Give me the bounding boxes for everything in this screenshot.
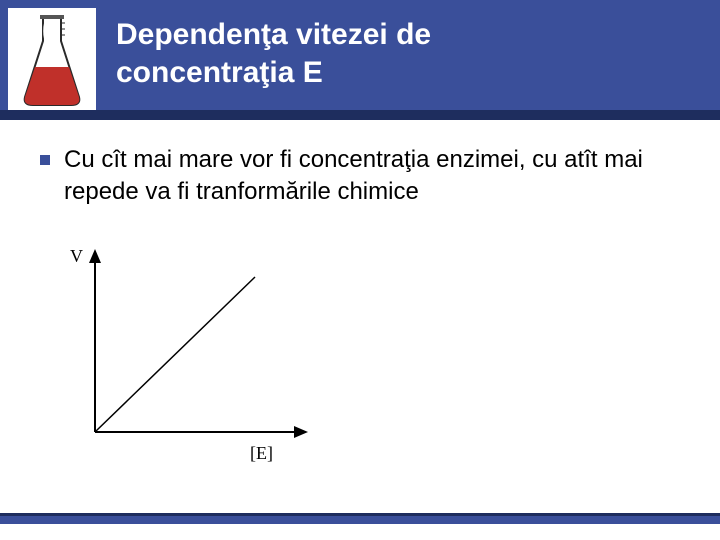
title-line-2: concentraţia E <box>116 56 323 89</box>
y-axis-label: V <box>70 246 83 266</box>
footer-bar <box>0 516 720 524</box>
flask-image <box>8 8 96 112</box>
bullet-marker-icon <box>40 155 50 165</box>
title-line-1: Dependenţa vitezei de <box>116 18 431 51</box>
slide-header: Dependenţa vitezei de concentraţia E <box>0 0 720 120</box>
slide-body: Cu cît mai mare vor fi concentraţia enzi… <box>0 120 720 472</box>
x-axis-label: [E] <box>250 443 273 463</box>
slide: Dependenţa vitezei de concentraţia E Cu … <box>0 0 720 540</box>
header-divider <box>0 110 720 120</box>
bullet-text: Cu cît mai mare vor fi concentraţia enzi… <box>64 144 680 209</box>
velocity-vs-enzyme-chart: V [E] <box>40 237 680 472</box>
bullet-item: Cu cît mai mare vor fi concentraţia enzi… <box>40 144 680 209</box>
slide-title: Dependenţa vitezei de concentraţia E <box>116 16 700 91</box>
